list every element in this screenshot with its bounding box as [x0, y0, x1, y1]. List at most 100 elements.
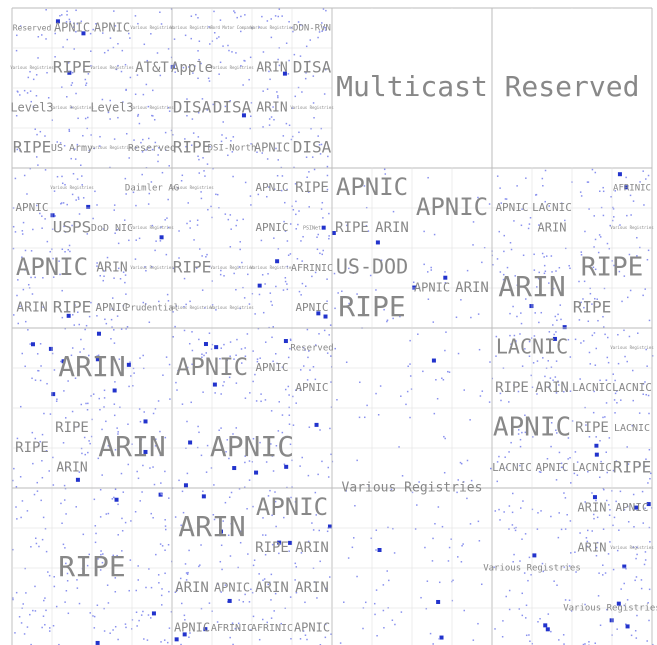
dot	[286, 265, 289, 268]
dot	[444, 271, 446, 273]
dot	[588, 641, 590, 643]
dot	[88, 440, 90, 442]
dot	[602, 564, 604, 566]
dot	[249, 629, 252, 631]
dot	[60, 203, 62, 205]
dot	[543, 256, 545, 258]
dot	[49, 627, 51, 629]
dot	[400, 611, 403, 613]
dot	[178, 479, 180, 482]
dot	[391, 619, 394, 621]
dot	[206, 163, 209, 165]
dot	[27, 329, 29, 331]
dot	[501, 635, 504, 638]
dot	[488, 401, 491, 403]
dot	[166, 293, 169, 296]
dot	[102, 228, 105, 230]
dot	[591, 530, 593, 532]
dot	[126, 362, 131, 367]
dot	[137, 22, 139, 25]
dot	[375, 549, 377, 551]
dot	[54, 215, 56, 217]
dot	[174, 591, 177, 594]
dot	[582, 298, 584, 300]
dot	[100, 550, 102, 552]
dot	[604, 416, 606, 418]
dot	[62, 46, 64, 48]
dot	[323, 93, 326, 95]
dot	[121, 550, 123, 552]
dot	[171, 134, 174, 136]
dot	[593, 390, 595, 393]
region-label: DISA	[293, 58, 332, 77]
dot	[235, 288, 237, 291]
dot	[107, 602, 110, 604]
dot	[308, 350, 310, 352]
dot	[503, 250, 505, 253]
dot	[224, 584, 227, 586]
dot	[232, 175, 234, 178]
dot	[47, 97, 50, 99]
dot	[175, 305, 178, 307]
dot	[564, 599, 567, 601]
dot	[73, 324, 76, 326]
dot	[42, 277, 44, 279]
dot	[130, 628, 133, 630]
region-label: ARIN	[578, 541, 607, 555]
dot	[157, 574, 160, 576]
dot	[36, 133, 38, 136]
dot	[636, 236, 638, 239]
dot	[178, 257, 180, 259]
dot	[117, 43, 119, 45]
dot	[568, 565, 571, 567]
dot	[558, 451, 561, 454]
dot	[513, 553, 515, 556]
dot	[39, 343, 42, 345]
dot	[266, 20, 269, 22]
dot	[615, 460, 618, 462]
dot	[425, 607, 428, 610]
dot	[40, 365, 42, 367]
dot	[294, 579, 296, 581]
dot	[427, 271, 429, 273]
dot	[294, 501, 297, 503]
dot	[46, 382, 48, 385]
dot	[224, 105, 227, 108]
dot	[216, 193, 219, 196]
dot	[456, 491, 458, 494]
dot	[592, 495, 597, 500]
dot	[73, 425, 76, 428]
dot	[124, 281, 126, 284]
dot	[298, 131, 300, 134]
dot	[644, 559, 647, 561]
dot	[242, 286, 244, 289]
dot	[201, 98, 204, 100]
dot	[39, 212, 41, 215]
dot	[164, 470, 166, 473]
dot	[158, 147, 160, 149]
dot	[86, 564, 89, 567]
dot	[311, 156, 314, 158]
dot	[568, 599, 571, 602]
dot	[70, 84, 73, 86]
dot	[643, 204, 645, 206]
dot	[249, 195, 252, 197]
dot	[117, 242, 120, 245]
dot	[248, 303, 251, 305]
dot	[499, 271, 502, 273]
dot	[172, 311, 174, 313]
dot	[128, 239, 130, 242]
dot	[281, 414, 284, 416]
region-label: Reserved	[290, 344, 333, 354]
dot	[597, 319, 599, 322]
dot	[168, 165, 170, 167]
dot	[278, 552, 280, 555]
dot	[59, 14, 61, 17]
dot	[496, 480, 499, 483]
dot	[533, 253, 535, 256]
dot	[250, 588, 252, 591]
dot	[103, 607, 105, 610]
dot	[151, 611, 156, 616]
region-label: RIPE	[495, 380, 529, 396]
dot	[241, 261, 243, 264]
